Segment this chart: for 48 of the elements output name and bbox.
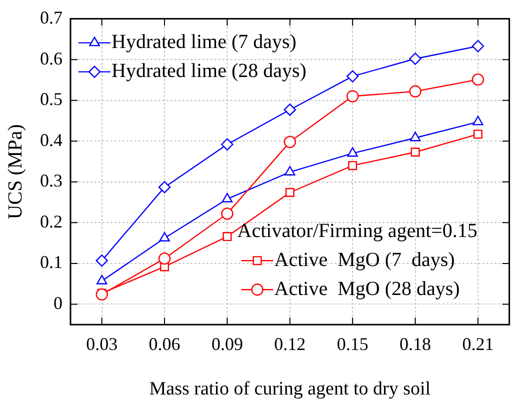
legend-label: Active MgO (7 days) (274, 248, 455, 271)
point (96, 288, 108, 301)
y-tick-label: 0.2 (40, 211, 62, 232)
y-tick-label: 0.3 (40, 170, 62, 191)
point (158, 252, 171, 265)
point (347, 147, 358, 157)
point (96, 274, 108, 284)
point (346, 90, 359, 102)
point (472, 116, 484, 126)
y-tick-label: 0.1 (40, 252, 62, 272)
x-tick-label: 0.12 (274, 334, 306, 354)
point (472, 73, 484, 86)
point (346, 70, 359, 82)
point (284, 136, 296, 148)
point (472, 40, 484, 52)
y-tick-label: 0.6 (40, 48, 62, 68)
x-tick-label: 0.18 (400, 334, 432, 354)
x-tick-label: 0.15 (336, 334, 368, 354)
point (410, 132, 421, 142)
point (221, 208, 234, 220)
point (159, 232, 170, 242)
point (285, 188, 294, 197)
point (221, 138, 234, 150)
point (409, 52, 422, 65)
point (222, 192, 233, 202)
x-tick-label: 0.21 (462, 334, 494, 354)
point (158, 181, 171, 194)
x-tick-label: 0.09 (211, 334, 243, 354)
x-axis-title: Mass ratio of curing agent to dry soil (149, 378, 431, 400)
point (348, 161, 358, 170)
point (284, 166, 296, 176)
y-tick-label: 0 (54, 292, 62, 313)
legend-title: Activator/Firming agent=0.15 (237, 220, 478, 242)
x-tick-label: 0.06 (148, 334, 180, 354)
y-tick-label: 0.7 (40, 8, 62, 28)
point (222, 232, 232, 242)
x-tick-label: 0.03 (86, 334, 118, 354)
legend-label: Hydrated lime (28 days) (112, 60, 306, 82)
y-axis-title: UCS (MPa) (4, 124, 26, 220)
point (96, 254, 108, 267)
y-tick-label: 0.5 (40, 89, 62, 110)
point (473, 130, 482, 139)
point (410, 148, 420, 157)
legend-label: Hydrated lime (7 days) (112, 31, 296, 54)
y-tick-label: 0.4 (40, 130, 62, 150)
point (409, 85, 422, 98)
legend-label: Active MgO (28 days) (274, 278, 460, 300)
point (284, 104, 296, 116)
